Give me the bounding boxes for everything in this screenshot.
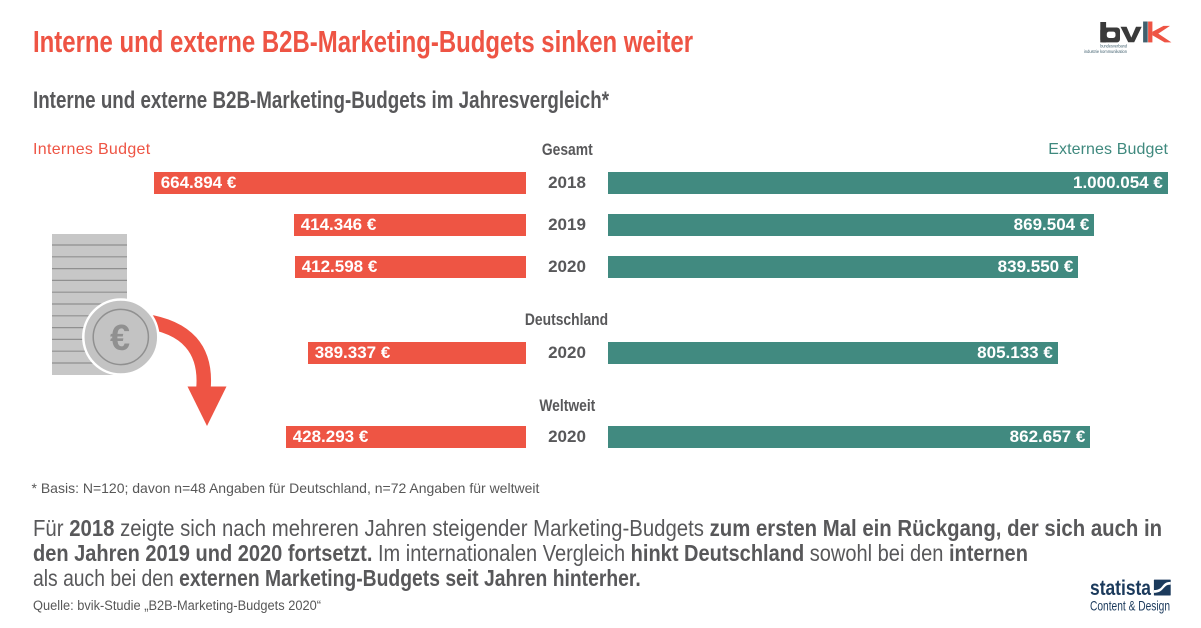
svg-text:industrie kommunikation: industrie kommunikation	[1084, 49, 1127, 54]
svg-text:bundesverband: bundesverband	[1100, 44, 1127, 49]
svg-text:€: €	[110, 317, 130, 358]
svg-text:Content & Design: Content & Design	[1090, 598, 1170, 614]
svg-text:statista: statista	[1090, 577, 1151, 600]
